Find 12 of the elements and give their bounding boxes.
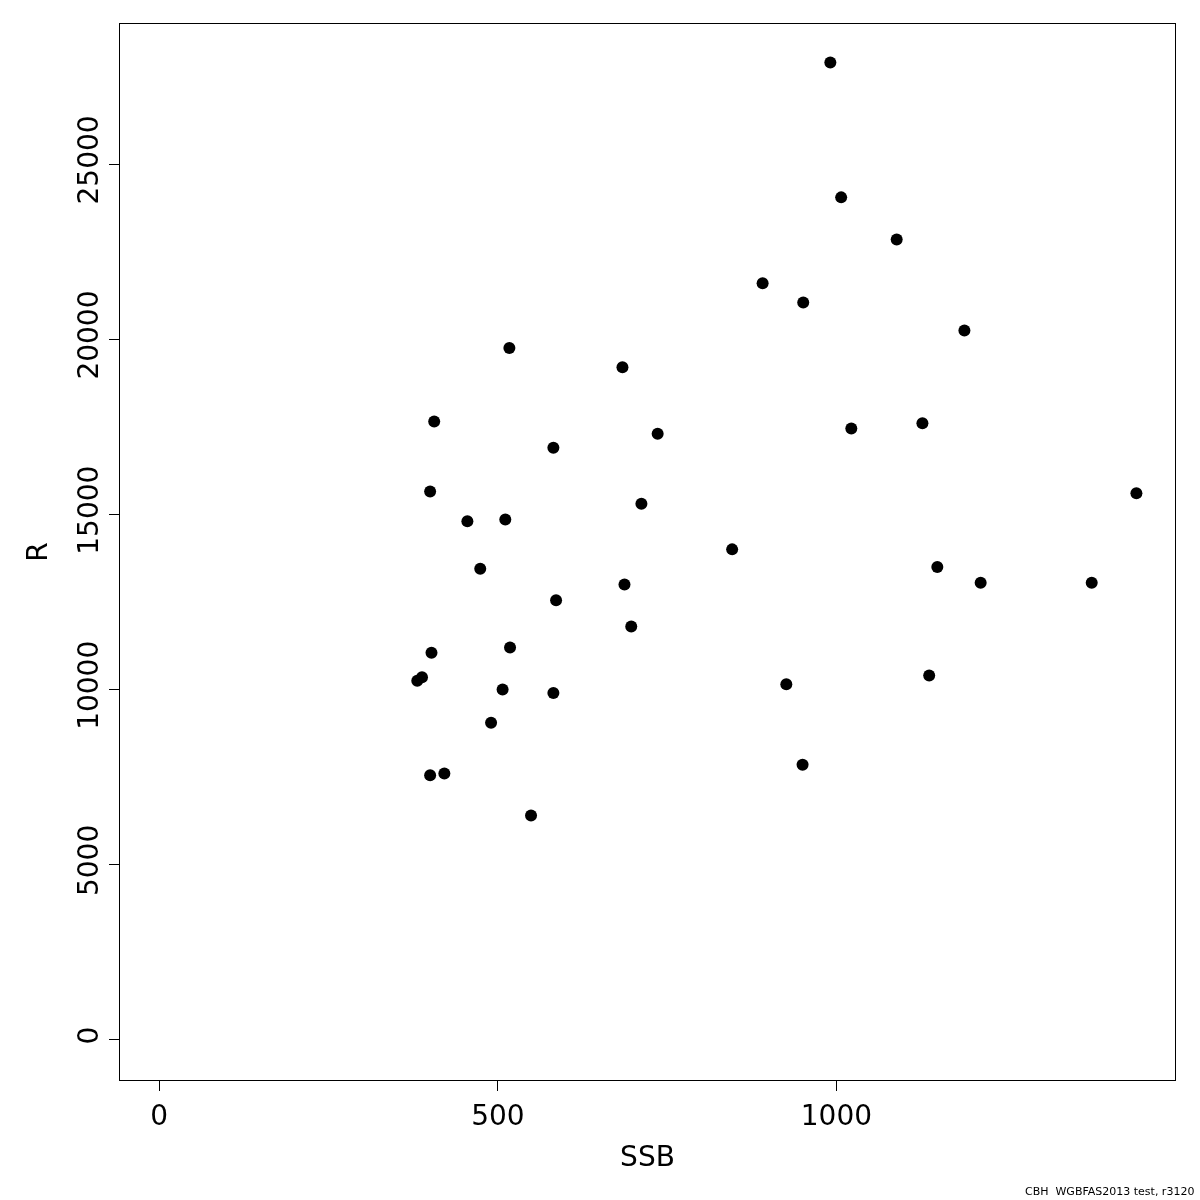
x-tick-label: 0	[150, 1098, 169, 1132]
text: CBH WGBFAS2013 test, r3120	[1025, 1185, 1195, 1198]
x-tick-label: 500	[471, 1098, 525, 1132]
y-tick-label: 15000	[71, 465, 105, 555]
x-axis-title: SSB	[620, 1139, 675, 1173]
y-tick-label: 5000	[71, 824, 105, 897]
y-tick-label: 0	[71, 1026, 105, 1045]
y-tick-label: 10000	[71, 640, 105, 730]
y-axis-title: R	[21, 542, 55, 562]
y-tick-label: 20000	[71, 290, 105, 380]
y-tick-label: 25000	[71, 115, 105, 205]
x-tick-label: 1000	[800, 1098, 873, 1132]
